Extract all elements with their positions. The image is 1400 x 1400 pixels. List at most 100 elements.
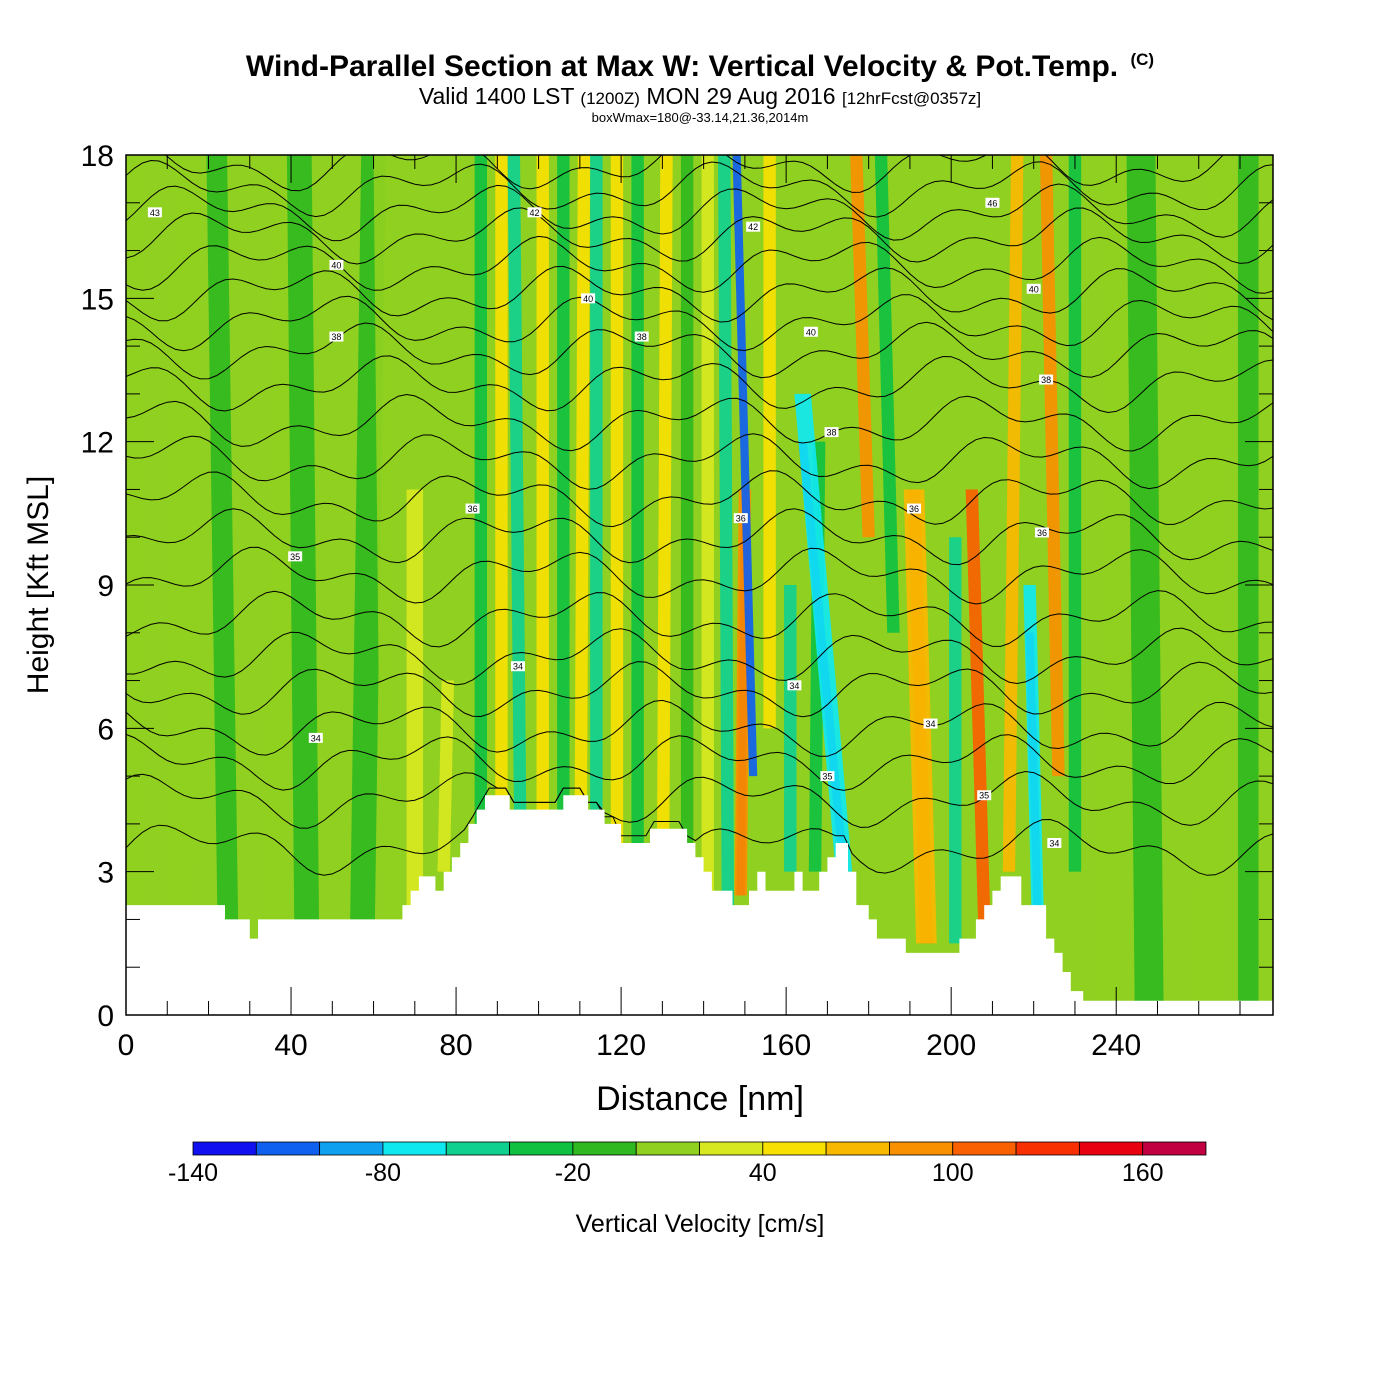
w-feature [536,155,549,1015]
theta-contour-line [126,355,1273,414]
colorbar-tick-label: 160 [1122,1159,1164,1187]
x-tick-label: 120 [596,1029,646,1062]
contour-label-box [288,551,303,562]
contour-label-box [634,331,649,342]
contour-label: 36 [1037,528,1047,538]
valid-date: MON 29 Aug 2016 [646,83,836,109]
theta-contour-line [126,294,1273,352]
colorbar-swatch [635,1141,700,1156]
colorbar-swatch [319,1141,384,1156]
contour-label-box [147,207,162,218]
contour-label-box [803,326,818,337]
w-feature [437,680,455,872]
w-feature [1002,155,1024,872]
contour-label-box [1034,527,1049,538]
contour-label-box [1039,374,1054,385]
title-text: Wind-Parallel Section at Max W: Vertical… [245,50,1119,83]
w-feature [850,155,875,538]
contour-label-box [308,732,323,743]
theta-contour-line [126,159,1273,218]
colorbar-swatch [572,1141,637,1156]
theta-contour-line [126,321,1273,380]
theta-contour-line [126,733,1273,791]
w-feature [1097,155,1127,1015]
contour-label-box [985,197,1000,208]
contour-label: 40 [806,327,816,337]
theta-contour-line [126,699,1273,757]
theta-contour-line [126,393,1273,452]
contour-label: 34 [513,662,523,672]
w-feature [1023,585,1045,920]
chart-title: Wind-Parallel Section at Max W: Vertical… [0,50,1400,84]
contour-label-box [1026,283,1041,294]
contour-label-box [977,790,992,801]
contour-label: 40 [331,260,341,270]
theta-contour-line [126,627,1273,686]
colorbar-swatch [382,1141,447,1156]
theta-contour-line [126,590,1273,648]
colorbar-swatch [445,1141,510,1156]
w-feature [763,155,776,729]
colorbar-swatch [1142,1141,1207,1156]
contour-label-box [824,427,839,438]
contour-label: 38 [827,428,837,438]
y-tick-label: 6 [97,713,114,746]
w-feature [406,489,424,920]
colorbar-tick-label: -140 [168,1159,218,1187]
theta-contour-line [126,770,1273,829]
colorbar-swatch [192,1141,257,1156]
box-info: boxWmax=180@-33.14,21.36,2014m [591,110,809,125]
w-feature [732,155,758,777]
contour-label-box [527,207,542,218]
colorbar-swatch [699,1141,764,1156]
w-feature [680,155,694,1015]
colorbar-swatch [255,1141,321,1156]
colorbar-tick-label: -80 [365,1159,401,1187]
theta-contour-line [126,546,1273,605]
contour-label-box [329,331,344,342]
w-feature [1039,155,1065,777]
copyright-mark: (C) [1130,50,1155,69]
contour-label: 34 [926,719,936,729]
plot-area: 34 34 34 34 34 35 35 35 36 36 36 36 38 38 38 38 40 40 40 40… [126,155,1273,1015]
w-feature [474,155,488,1015]
x-tick-label: 0 [118,1029,135,1062]
contour-label-box [1047,838,1062,848]
colorbar-swatch [889,1141,954,1156]
colorbar-swatch [509,1141,574,1156]
y-tick-label: 18 [81,140,114,173]
terrain-mask [126,795,1273,1015]
colorbar: -140 -80 -20 40 100 160 [168,1141,1207,1187]
x-tick-label: 200 [926,1029,976,1062]
w-feature [373,155,399,1015]
w-feature [1068,155,1082,872]
y-tick-label: 0 [97,1000,114,1033]
colorbar-swatch [1078,1141,1144,1156]
contour-label: 38 [331,332,341,342]
contour-label: 42 [529,208,539,218]
w-feature [1194,155,1232,1015]
theta-contour-line [126,470,1273,528]
y-axis-label: Height [Kft MSL] [22,476,55,694]
y-tick-label: 9 [97,570,114,603]
w-feature [1126,155,1164,1015]
y-tick-label: 15 [81,283,114,316]
colorbar-swatch [825,1141,890,1156]
valid-time-line: Valid 1400 LST (1200Z) MON 29 Aug 2016 [… [0,82,1400,113]
w-feature [206,155,240,1015]
w-feature [874,155,900,633]
contour-label: 34 [311,733,321,743]
w-feature [286,155,320,1015]
colorbar-swatch [1015,1141,1080,1156]
contour-label: 40 [1029,284,1039,294]
contour-label-box [510,661,525,672]
w-feature [903,489,937,944]
contour-label: 36 [468,504,478,514]
theta-contour-line [126,183,1273,242]
contour-label: 34 [789,681,799,691]
colorbar-tick-label: 40 [749,1159,777,1187]
contour-label: 36 [909,504,919,514]
valid-prefix: Valid 1400 LST [418,83,575,109]
colorbar-swatch [762,1141,827,1156]
